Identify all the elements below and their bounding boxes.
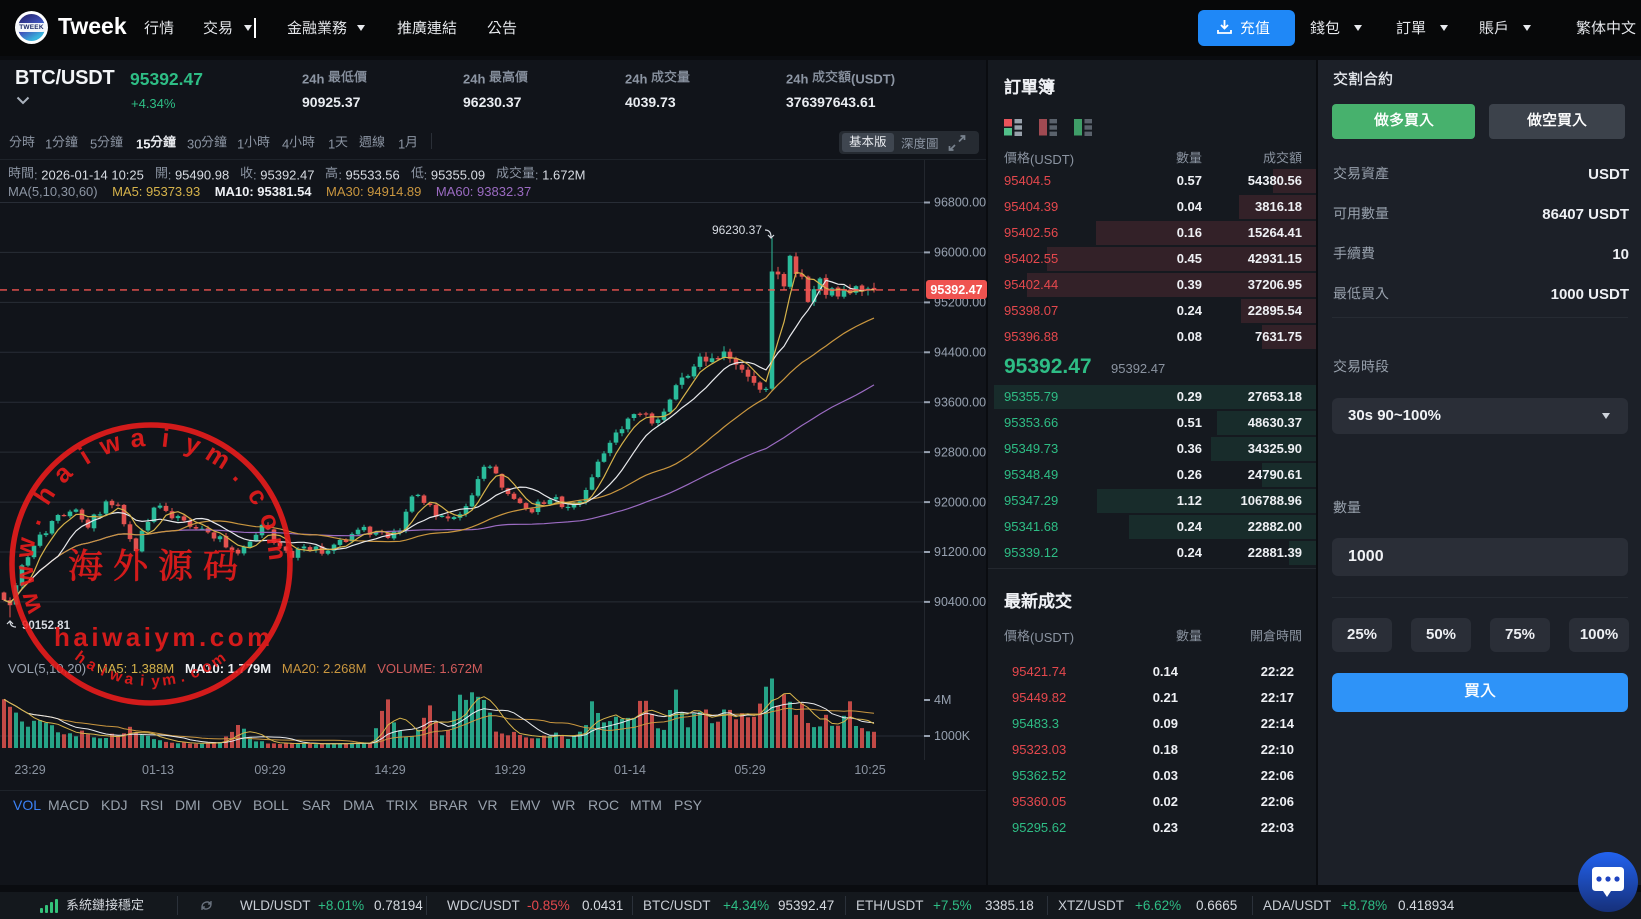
svg-text:09:29: 09:29 xyxy=(254,763,285,777)
svg-text:23:29: 23:29 xyxy=(14,763,45,777)
svg-text:4M: 4M xyxy=(934,693,951,707)
svg-text:96230.37: 96230.37 xyxy=(712,223,762,237)
svg-text:m: m xyxy=(161,671,177,690)
svg-text:i: i xyxy=(98,663,109,680)
svg-text:w: w xyxy=(107,666,125,686)
svg-text:10:25: 10:25 xyxy=(854,763,885,777)
svg-text:92800.00: 92800.00 xyxy=(934,445,986,459)
svg-text:19:29: 19:29 xyxy=(494,763,525,777)
svg-text:94400.00: 94400.00 xyxy=(934,346,986,360)
svg-text:m: m xyxy=(261,535,294,562)
svg-text:.: . xyxy=(17,512,48,529)
svg-text:96800.00: 96800.00 xyxy=(934,196,986,210)
svg-text:01-13: 01-13 xyxy=(142,763,174,777)
svg-text:y: y xyxy=(151,673,161,690)
svg-text:w: w xyxy=(9,535,42,561)
svg-text:.: . xyxy=(227,461,253,487)
svg-text:y: y xyxy=(181,428,205,461)
svg-text:95392.47: 95392.47 xyxy=(930,283,982,297)
svg-text:a: a xyxy=(83,656,99,675)
svg-text:a: a xyxy=(123,670,135,688)
svg-text:93600.00: 93600.00 xyxy=(934,395,986,409)
svg-text:90400.00: 90400.00 xyxy=(934,595,986,609)
svg-text:90152.81: 90152.81 xyxy=(22,620,71,632)
svg-text:a: a xyxy=(129,422,147,453)
svg-text:a: a xyxy=(47,457,79,489)
svg-text:i: i xyxy=(74,441,96,470)
svg-text:01-14: 01-14 xyxy=(614,763,646,777)
svg-text:haiwaiym.com: haiwaiym.com xyxy=(54,622,274,652)
svg-text:c: c xyxy=(242,482,275,510)
svg-text:i: i xyxy=(139,673,145,690)
svg-text:91200.00: 91200.00 xyxy=(934,545,986,559)
svg-text:92000.00: 92000.00 xyxy=(934,495,986,509)
svg-text:w: w xyxy=(9,563,41,588)
svg-text:14:29: 14:29 xyxy=(374,763,405,777)
svg-text:1000K: 1000K xyxy=(934,729,971,743)
svg-text:h: h xyxy=(28,480,62,510)
svg-text:.: . xyxy=(178,668,187,686)
svg-text:i: i xyxy=(160,423,171,454)
svg-text:95200.00: 95200.00 xyxy=(934,296,986,310)
svg-text:m: m xyxy=(201,438,237,476)
svg-text:05:29: 05:29 xyxy=(734,763,765,777)
svg-text:w: w xyxy=(95,426,126,462)
svg-text:96000.00: 96000.00 xyxy=(934,246,986,260)
